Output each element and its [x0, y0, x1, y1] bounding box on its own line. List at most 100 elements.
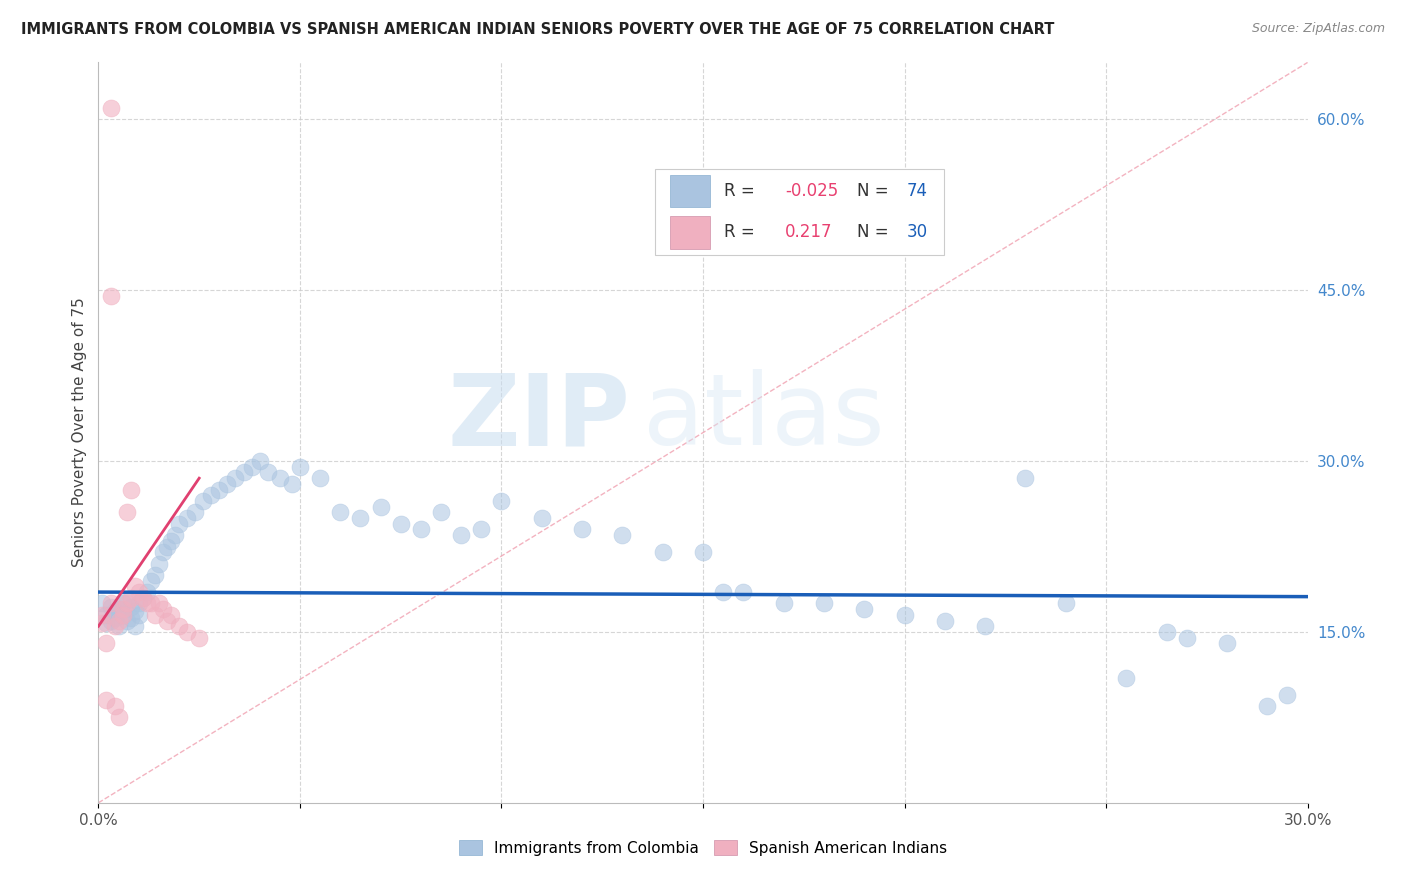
Point [100, 101, 122, 115]
Point [139, 574, 162, 588]
Point [160, 533, 183, 548]
Point [612, 528, 634, 542]
Point [1216, 636, 1239, 650]
Point [813, 597, 835, 611]
Point [934, 614, 956, 628]
Point [96, 636, 118, 650]
FancyBboxPatch shape [655, 169, 943, 255]
Point [100, 614, 122, 628]
Point [224, 471, 246, 485]
Point [139, 597, 162, 611]
Point [100, 289, 122, 303]
Text: -0.025: -0.025 [785, 182, 838, 200]
Point [1156, 624, 1178, 639]
Point [160, 607, 183, 622]
Point [240, 459, 263, 474]
Point [120, 483, 142, 497]
Text: 74: 74 [907, 182, 928, 200]
Point [128, 607, 150, 622]
Point [349, 511, 371, 525]
Point [232, 466, 254, 480]
Text: R =: R = [724, 182, 755, 200]
Point [111, 597, 134, 611]
Point [124, 579, 146, 593]
Point [115, 593, 138, 607]
Point [200, 488, 222, 502]
Point [163, 528, 186, 542]
Point [269, 471, 291, 485]
Y-axis label: Seniors Poverty Over the Age of 75: Seniors Poverty Over the Age of 75 [72, 298, 87, 567]
Point [111, 607, 134, 622]
Point [143, 568, 166, 582]
Point [128, 585, 150, 599]
Point [103, 698, 125, 713]
Point [1256, 698, 1278, 713]
Text: R =: R = [724, 223, 755, 242]
Point [111, 607, 134, 622]
Point [733, 585, 755, 599]
Legend: Immigrants from Colombia, Spanish American Indians: Immigrants from Colombia, Spanish Americ… [453, 834, 953, 862]
Point [107, 619, 129, 633]
Point [107, 710, 129, 724]
Point [389, 516, 412, 531]
Point [156, 540, 179, 554]
Point [329, 505, 352, 519]
Point [96, 607, 118, 622]
Point [281, 476, 304, 491]
Text: ZIP: ZIP [447, 369, 630, 467]
Point [107, 602, 129, 616]
Point [571, 523, 593, 537]
Point [692, 545, 714, 559]
Point [491, 494, 513, 508]
Point [184, 505, 207, 519]
Point [143, 607, 166, 622]
Text: 0.217: 0.217 [785, 223, 832, 242]
Point [217, 476, 239, 491]
Point [120, 599, 142, 614]
Bar [669, 216, 710, 249]
Point [167, 619, 190, 633]
Point [430, 505, 453, 519]
Point [91, 615, 114, 630]
Text: N =: N = [858, 223, 889, 242]
Point [91, 607, 114, 622]
Point [1115, 671, 1137, 685]
Text: Source: ZipAtlas.com: Source: ZipAtlas.com [1251, 22, 1385, 36]
Point [1014, 471, 1036, 485]
Point [115, 505, 138, 519]
Point [111, 602, 134, 616]
Point [1277, 688, 1299, 702]
Point [135, 597, 157, 611]
Point [124, 604, 146, 618]
Point [132, 591, 155, 605]
Point [1175, 631, 1198, 645]
Point [124, 619, 146, 633]
Point [853, 602, 876, 616]
Point [176, 511, 198, 525]
Point [370, 500, 392, 514]
Point [120, 611, 142, 625]
Point [1054, 597, 1077, 611]
Text: N =: N = [858, 182, 889, 200]
Point [120, 591, 142, 605]
Point [176, 624, 198, 639]
Point [309, 471, 332, 485]
Point [96, 693, 118, 707]
Point [288, 459, 311, 474]
Point [103, 619, 125, 633]
Point [772, 597, 794, 611]
Point [148, 557, 170, 571]
Point [256, 466, 278, 480]
Point [96, 615, 118, 630]
Point [100, 597, 122, 611]
Point [135, 585, 157, 599]
Point [115, 597, 138, 611]
Point [103, 611, 125, 625]
Point [115, 614, 138, 628]
Point [974, 619, 997, 633]
Text: IMMIGRANTS FROM COLOMBIA VS SPANISH AMERICAN INDIAN SENIORS POVERTY OVER THE AGE: IMMIGRANTS FROM COLOMBIA VS SPANISH AMER… [21, 22, 1054, 37]
Point [208, 483, 231, 497]
Point [893, 607, 915, 622]
Point [470, 523, 492, 537]
Point [132, 591, 155, 605]
